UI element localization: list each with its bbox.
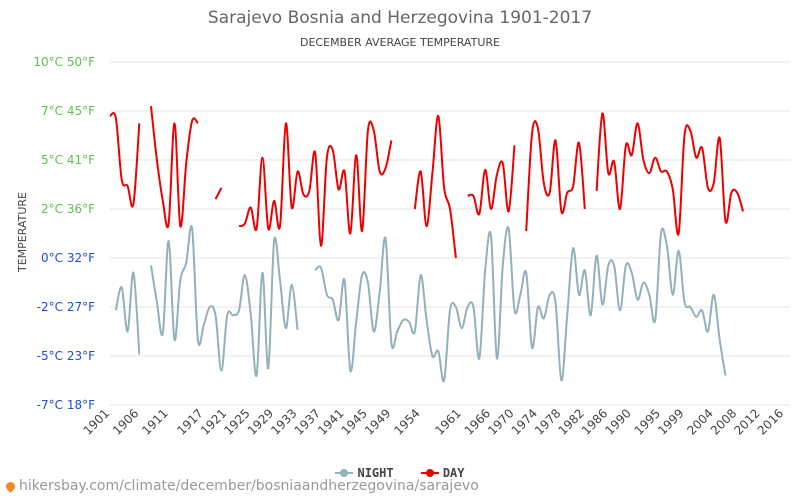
- x-tick-label: 1937: [292, 406, 323, 437]
- y-tick-label: 2°C 36°F: [41, 202, 95, 216]
- y-axis-label: TEMPERATURE: [16, 192, 29, 273]
- x-tick-label: 1925: [221, 406, 252, 437]
- legend-swatch-night: [335, 469, 354, 477]
- temperature-chart: 10°C 50°F 7°C 45°F 5°C 41°F 2°C 36°F 0°C 32°…: [16, 55, 790, 438]
- x-tick-label: 1966: [462, 406, 493, 437]
- legend-label-night: NIGHT: [357, 466, 394, 480]
- x-tick-label: 1911: [139, 406, 170, 437]
- x-tick-label: 1945: [339, 406, 370, 437]
- series-line-day: [150, 105, 199, 229]
- x-tick-label: 1999: [655, 406, 686, 437]
- chart-title: Sarajevo Bosnia and Herzegovina 1901-201…: [207, 8, 593, 28]
- y-tick-label: 5°C 41°F: [41, 153, 95, 167]
- series-line-night: [114, 271, 141, 355]
- series-line-day: [525, 120, 586, 232]
- x-tick-label: 1986: [579, 406, 610, 437]
- x-tick-label: 1933: [268, 406, 299, 437]
- chart-subtitle: DECEMBER AVERAGE TEMPERATURE: [300, 36, 500, 49]
- x-tick-label: 1990: [602, 406, 633, 437]
- x-tick-label: 1978: [532, 406, 563, 437]
- location-pin-icon: [4, 479, 17, 493]
- x-tick-label: 1995: [632, 406, 663, 437]
- source-url: hikersbay.com/climate/december/bosniaand…: [19, 478, 479, 494]
- series-line-night: [314, 226, 727, 383]
- x-tick-label: 2004: [684, 406, 715, 437]
- x-tick-label: 1982: [555, 406, 586, 437]
- series-line-day: [595, 112, 745, 236]
- x-tick-label: 2012: [731, 406, 762, 437]
- x-tick-label: 1941: [315, 406, 346, 437]
- source-watermark[interactable]: hikersbay.com/climate/december/bosniaand…: [4, 478, 479, 494]
- y-tick-label: -2°C 27°F: [37, 300, 95, 314]
- series-line-day: [467, 145, 516, 216]
- y-tick-label: 10°C 50°F: [33, 55, 95, 69]
- x-tick-label: 2016: [755, 406, 786, 437]
- y-tick-label: -7°C 18°F: [37, 398, 95, 412]
- series-line-day: [238, 120, 393, 247]
- legend-swatch-day: [420, 469, 439, 477]
- x-tick-label: 1974: [509, 406, 540, 437]
- x-tick-label: 1949: [362, 406, 393, 437]
- x-tick-label: 1906: [110, 406, 141, 437]
- legend-item-night[interactable]: NIGHT: [335, 466, 394, 480]
- y-tick-label: -5°C 23°F: [37, 349, 95, 363]
- series-line-day: [109, 111, 141, 208]
- y-tick-label: 7°C 45°F: [41, 104, 95, 118]
- x-tick-label: 1961: [432, 406, 463, 437]
- x-tick-label: 1917: [174, 406, 205, 437]
- x-tick-label: 1970: [485, 406, 516, 437]
- x-tick-label: 1921: [198, 406, 229, 437]
- series-line-day: [413, 114, 457, 259]
- series-line-night: [150, 225, 299, 377]
- x-tick-label: 1929: [245, 406, 276, 437]
- x-tick-label: 1954: [391, 406, 422, 437]
- chart-legend: NIGHT DAY: [0, 463, 800, 480]
- y-tick-label: 0°C 32°F: [41, 251, 95, 265]
- legend-item-day[interactable]: DAY: [420, 466, 465, 480]
- legend-label-day: DAY: [442, 466, 465, 480]
- x-tick-label: 2008: [708, 406, 739, 437]
- series-line-day: [214, 187, 223, 200]
